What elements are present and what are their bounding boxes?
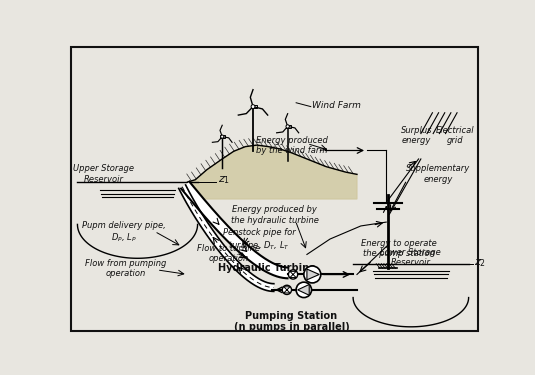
Text: Penstock pipe for
turbine, $D_T$, $L_T$: Penstock pipe for turbine, $D_T$, $L_T$	[223, 228, 295, 252]
Text: Supplementary
energy: Supplementary energy	[406, 164, 470, 184]
Bar	[251, 105, 257, 108]
Text: Surplus
energy: Surplus energy	[401, 126, 432, 145]
Text: $z_2$: $z_2$	[474, 257, 486, 269]
Circle shape	[288, 270, 297, 279]
Text: Energy produced
by the wind farm: Energy produced by the wind farm	[256, 136, 327, 155]
Polygon shape	[181, 182, 288, 278]
Text: Upper Storage
Reservoir: Upper Storage Reservoir	[73, 164, 134, 184]
Text: $z_1$: $z_1$	[218, 174, 230, 186]
Text: Flow from pumping
operation: Flow from pumping operation	[85, 259, 166, 279]
Bar	[286, 125, 291, 128]
Circle shape	[282, 285, 292, 294]
Text: Wind Farm: Wind Farm	[312, 100, 361, 109]
Text: Pupm delivery pipe,
$D_P$, $L_P$: Pupm delivery pipe, $D_P$, $L_P$	[82, 220, 165, 244]
Text: Pumping Station
(n pumps in parallel): Pumping Station (n pumps in parallel)	[234, 310, 349, 332]
Polygon shape	[179, 185, 274, 291]
Circle shape	[286, 125, 289, 128]
Text: Hydraulic Turbine: Hydraulic Turbine	[218, 263, 316, 273]
Text: Electrical
grid: Electrical grid	[436, 126, 475, 145]
Text: Energy produced by
the hydraulic turbine: Energy produced by the hydraulic turbine	[231, 205, 318, 225]
Circle shape	[251, 105, 255, 108]
Text: Flow to turbine
operation: Flow to turbine operation	[197, 244, 260, 263]
Polygon shape	[297, 285, 309, 295]
Circle shape	[220, 135, 224, 138]
Circle shape	[296, 282, 311, 297]
Polygon shape	[188, 145, 357, 199]
Text: Energy to operate
the pump station: Energy to operate the pump station	[362, 239, 437, 258]
Text: Lower Storage
Reservoir: Lower Storage Reservoir	[380, 248, 441, 267]
Polygon shape	[307, 269, 319, 280]
Bar	[220, 135, 225, 138]
Circle shape	[304, 266, 321, 283]
